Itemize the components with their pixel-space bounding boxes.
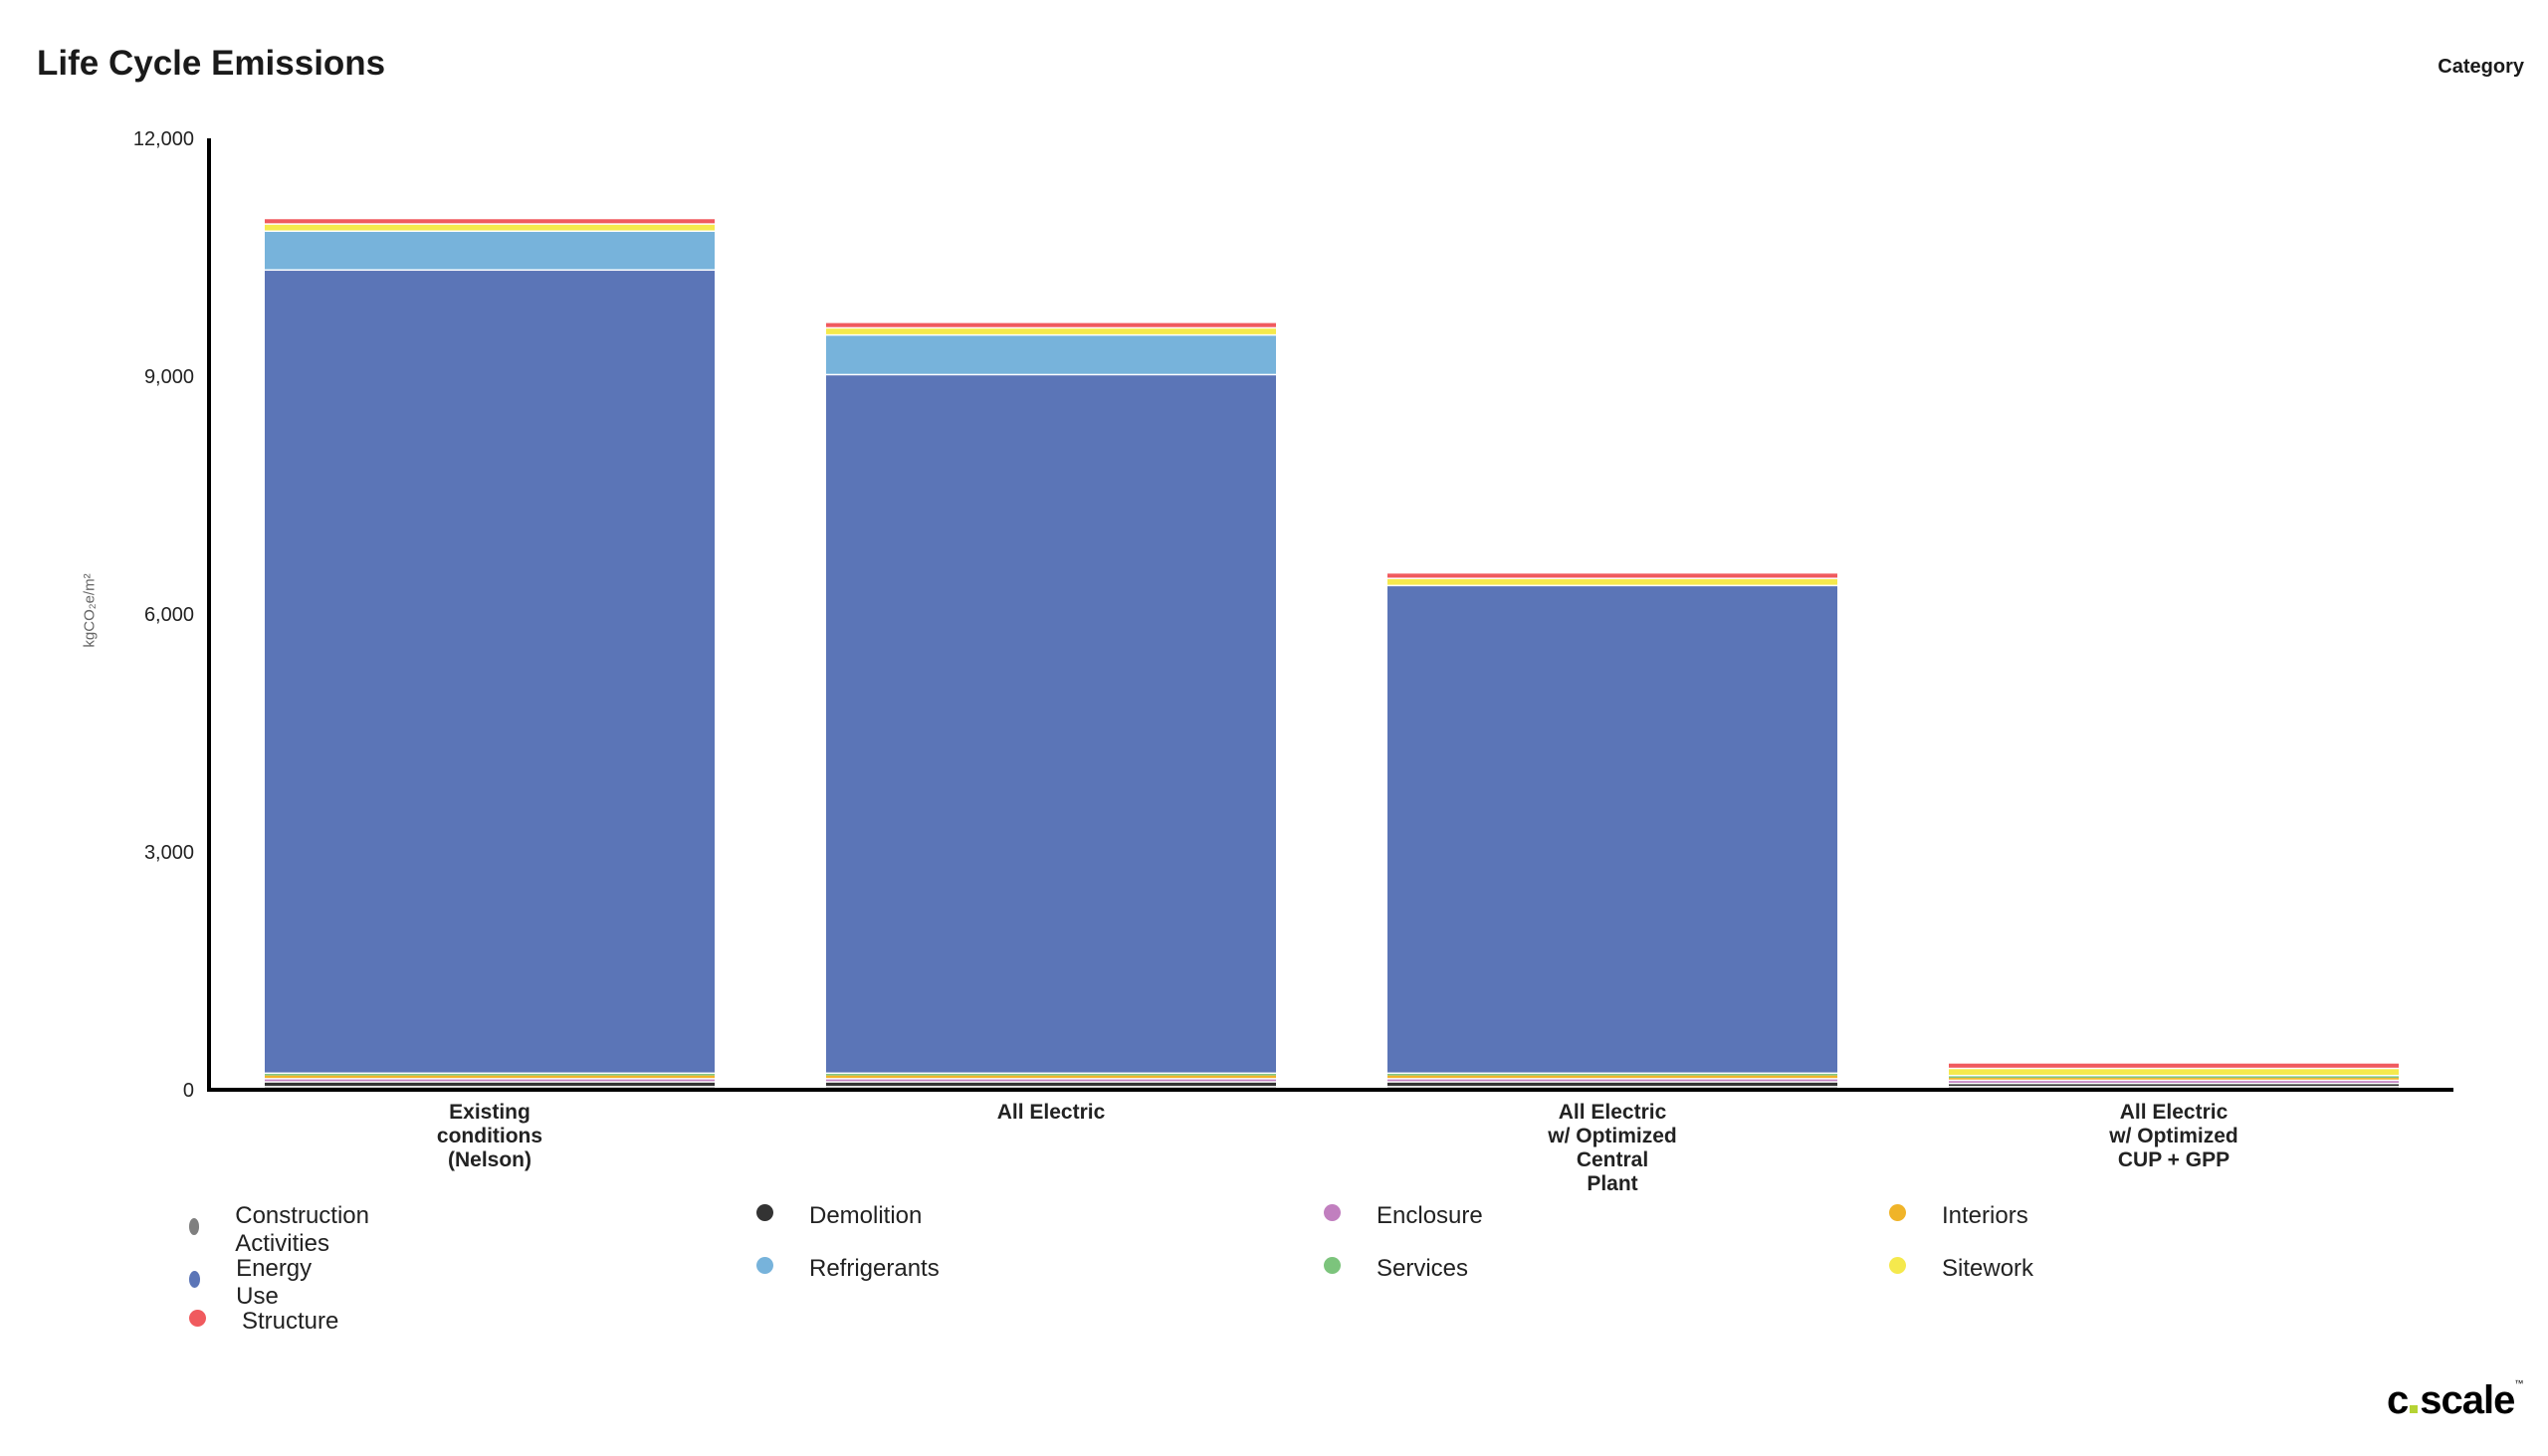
legend-dot-icon <box>1324 1203 1341 1221</box>
x-tick-label: All Electric w/ Optimized CUP + GPP <box>2108 1101 2238 1171</box>
x-tick-label-line: w/ Optimized <box>2108 1125 2238 1147</box>
legend-label: Enclosure <box>1377 1202 1483 1229</box>
bar-segment-demolition <box>1387 1082 1837 1087</box>
bar-segment-interiors <box>826 1075 1276 1079</box>
bar-segment-demolition <box>265 1082 715 1087</box>
bar-segment-services <box>265 1074 715 1076</box>
legend-label: Sitework <box>1942 1255 2034 1282</box>
bar-segment-services <box>1387 1074 1837 1076</box>
x-tick-label: All Electric <box>997 1101 1106 1124</box>
bar-segment-structure <box>265 219 715 224</box>
bar-segment-energy-use <box>826 375 1276 1073</box>
bar-segment-sitework <box>1387 578 1837 585</box>
bar-segment-enclosure <box>826 1079 1276 1082</box>
x-tick-label: All Electric w/ Optimized Central Plant <box>1547 1101 1677 1195</box>
legend-label: Energy Use <box>236 1255 313 1310</box>
bar-segment-services <box>826 1074 1276 1076</box>
legend-item[interactable]: Enclosure <box>1324 1202 1483 1230</box>
bar-segment-energy-use <box>265 271 715 1073</box>
legend-dot-icon <box>189 1270 201 1288</box>
bar-segment-structure <box>1949 1063 2399 1068</box>
bar-segment-refrigerants <box>265 232 715 270</box>
x-tick-label-line: (Nelson) <box>448 1148 531 1171</box>
bar-segment-enclosure <box>1949 1081 2399 1083</box>
y-tick-label: 9,000 <box>144 366 194 388</box>
x-tick-label-line: All Electric <box>1559 1101 1667 1124</box>
legend-label: Construction Activities <box>235 1202 369 1257</box>
cscale-logo: c scale™ <box>2387 1378 2523 1422</box>
legend-dot-icon <box>189 1309 206 1327</box>
bar-segment-enclosure <box>1387 1079 1837 1082</box>
legend-item[interactable]: Sitework <box>1889 1255 2033 1283</box>
y-tick-label: 0 <box>183 1080 194 1102</box>
legend-item[interactable]: Energy Use <box>189 1255 318 1311</box>
bar-segment-interiors <box>265 1075 715 1079</box>
legend-label: Services <box>1377 1255 1469 1282</box>
legend-item[interactable]: Refrigerants <box>756 1255 940 1283</box>
legend-item[interactable]: Demolition <box>756 1202 922 1230</box>
bar-segment-enclosure <box>265 1079 715 1082</box>
legend-item[interactable]: Services <box>1324 1255 1468 1283</box>
legend-item[interactable]: Interiors <box>1889 1202 2028 1230</box>
bar-segment-structure <box>1387 573 1837 578</box>
x-tick-label-line: Existing <box>449 1101 531 1124</box>
x-tick-label-line: All Electric <box>2120 1101 2229 1124</box>
bar-segment-sitework <box>265 224 715 231</box>
x-tick-label-line: CUP + GPP <box>2118 1148 2230 1171</box>
x-tick-label-line: Central <box>1577 1148 1648 1171</box>
y-tick-label: 6,000 <box>144 604 194 626</box>
legend-label: Interiors <box>1942 1202 2028 1229</box>
legend-label: Structure <box>242 1308 339 1335</box>
legend-dot-icon <box>1324 1256 1341 1274</box>
x-tick-label: Existing conditions (Nelson) <box>437 1101 542 1171</box>
chart-title: Life Cycle Emissions <box>37 44 386 83</box>
bar-segment-energy-use <box>1387 586 1837 1073</box>
bar-segment-sitework <box>1949 1069 2399 1075</box>
x-tick-label-line: conditions <box>437 1125 542 1147</box>
y-tick-label: 12,000 <box>133 128 194 150</box>
legend-dot-icon <box>189 1217 200 1235</box>
bar-segment-interiors <box>1387 1075 1837 1079</box>
legend-dot-icon <box>1889 1256 1906 1274</box>
y-tick-label: 3,000 <box>144 842 194 864</box>
x-tick-label-line: Plant <box>1587 1172 1637 1195</box>
bar-segment-services <box>1949 1076 2399 1078</box>
x-tick-label-line: w/ Optimized <box>1547 1125 1677 1147</box>
x-tick-label-line: All Electric <box>997 1101 1106 1124</box>
legend-label: Demolition <box>809 1202 923 1229</box>
bar-segment-sitework <box>826 328 1276 334</box>
legend-dot-icon <box>756 1256 773 1274</box>
legend-dot-icon <box>1889 1203 1906 1221</box>
bar-segment-demolition <box>1949 1084 2399 1087</box>
bar-segment-refrigerants <box>826 335 1276 374</box>
bar-segment-structure <box>826 322 1276 327</box>
bar-segment-interiors <box>1949 1078 2399 1080</box>
legend-item[interactable]: Construction Activities <box>189 1202 376 1258</box>
legend-item[interactable]: Structure <box>189 1308 338 1336</box>
legend-title: Category <box>2438 56 2524 78</box>
legend-label: Refrigerants <box>809 1255 940 1282</box>
bar-segment-demolition <box>826 1082 1276 1087</box>
legend-dot-icon <box>756 1203 773 1221</box>
